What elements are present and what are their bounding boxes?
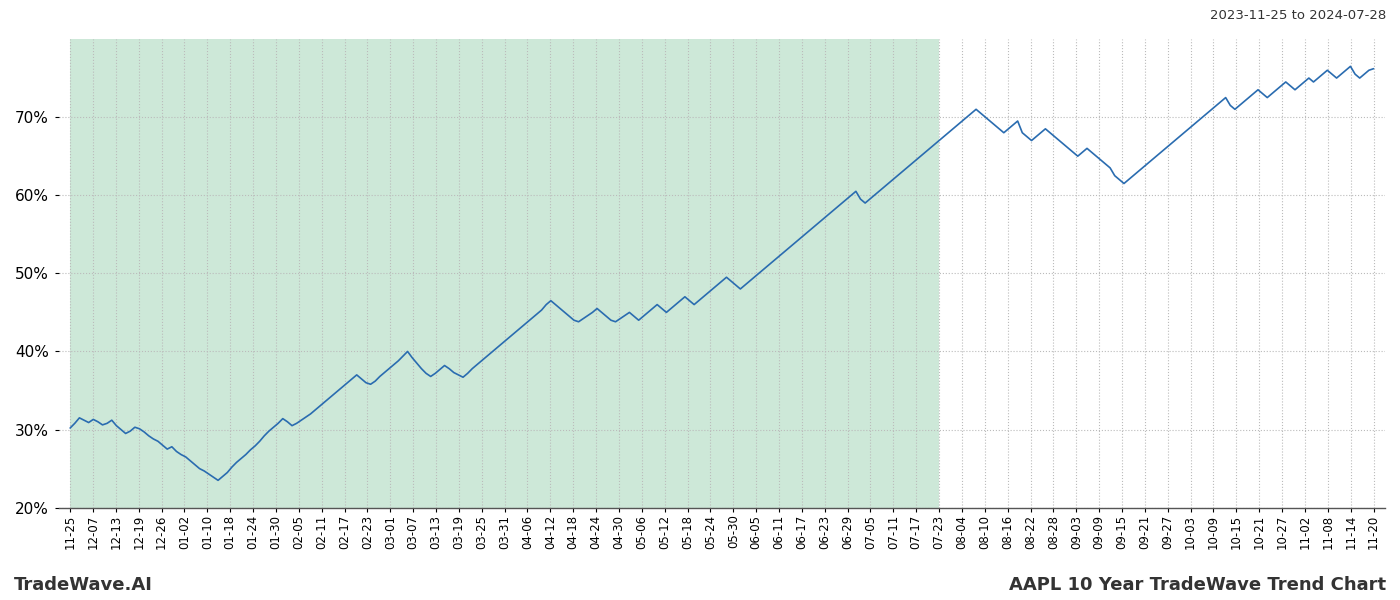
Text: 2023-11-25 to 2024-07-28: 2023-11-25 to 2024-07-28 [1210,9,1386,22]
Text: AAPL 10 Year TradeWave Trend Chart: AAPL 10 Year TradeWave Trend Chart [1009,576,1386,594]
Text: TradeWave.AI: TradeWave.AI [14,576,153,594]
Bar [70,39,939,508]
